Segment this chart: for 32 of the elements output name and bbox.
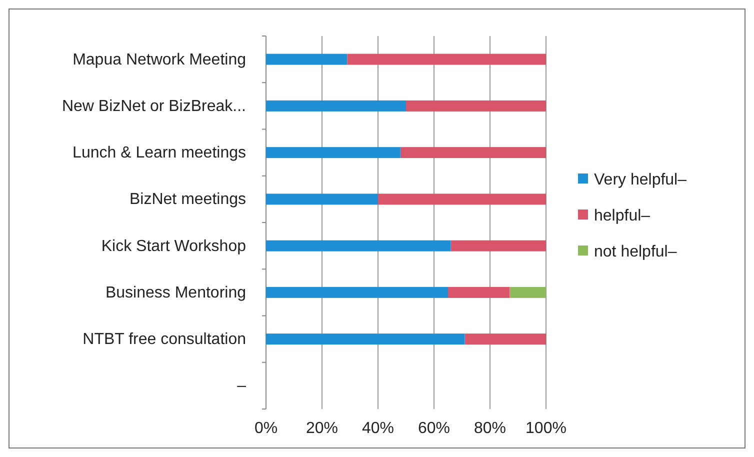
bar	[400, 147, 546, 158]
x-tick-label: 0%	[254, 420, 278, 437]
bar	[406, 100, 546, 112]
bar	[266, 286, 448, 298]
bar	[266, 100, 406, 112]
bar	[266, 54, 348, 65]
y-tick-label: –	[237, 378, 246, 395]
y-tick-label: NTBT free consultation	[82, 331, 246, 348]
x-tick-label: 40%	[362, 420, 394, 437]
y-tick-label: Lunch & Learn meetings	[72, 144, 246, 162]
y-tick-label: Business Mentoring	[105, 284, 246, 302]
bar	[266, 147, 400, 158]
bar	[448, 286, 510, 298]
bar	[266, 194, 378, 205]
bar	[464, 334, 546, 345]
y-tick-label: Kick Start Workshop	[101, 238, 246, 255]
y-tick-label: BizNet meetings	[130, 191, 246, 208]
x-tick-label: 80%	[474, 420, 506, 437]
legend-label: helpful–	[594, 208, 650, 224]
legend-label: Very helpful–	[594, 172, 687, 188]
bar	[266, 334, 465, 345]
bar	[450, 240, 546, 252]
bar	[347, 54, 546, 65]
x-tick-label: 60%	[418, 420, 450, 437]
bar	[510, 286, 546, 298]
bar	[378, 194, 546, 205]
legend-label: not helpful–	[594, 244, 677, 260]
y-tick-label: Mapua Network Meeting	[72, 51, 246, 68]
x-tick-label: 20%	[306, 420, 338, 437]
bar	[266, 240, 451, 252]
x-tick-label: 100%	[526, 420, 566, 437]
y-tick-label: New BizNet or BizBreak...	[62, 98, 246, 115]
